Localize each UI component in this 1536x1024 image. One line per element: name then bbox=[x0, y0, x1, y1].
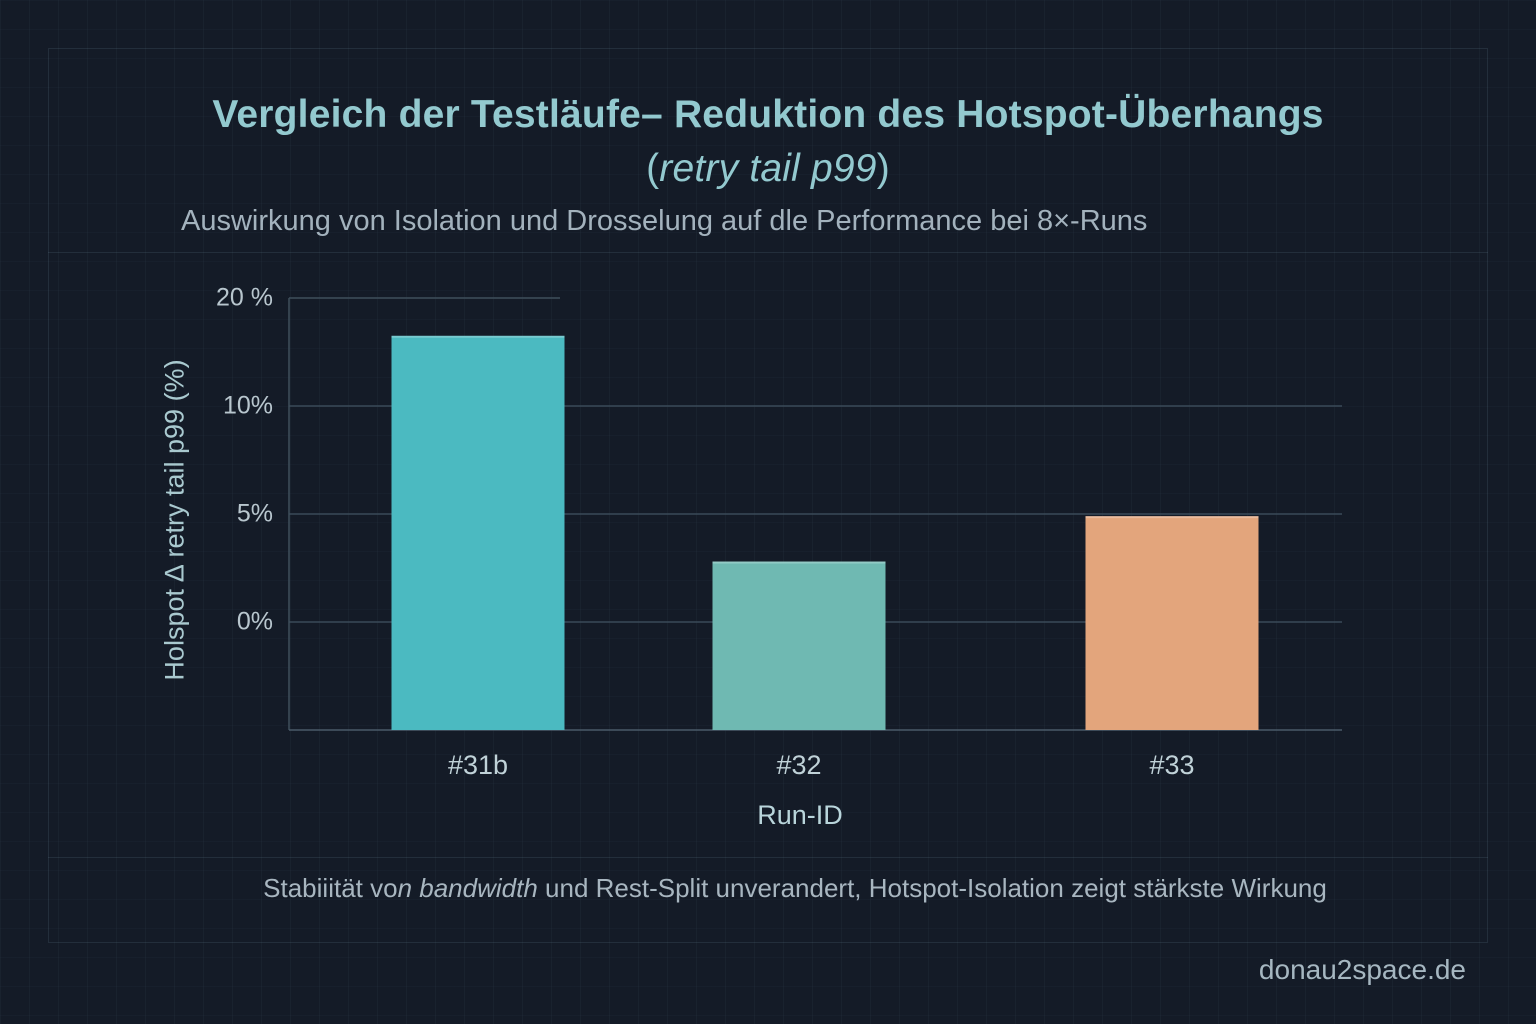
bar-run-31b bbox=[391, 335, 565, 730]
x-tick-label: #31b bbox=[447, 750, 509, 780]
y-tick-label: 5% bbox=[236, 499, 273, 528]
footnote-italic: n bandwidth bbox=[397, 873, 538, 903]
footnote-pre: Stabiiität vo bbox=[263, 873, 398, 903]
chart-panel bbox=[48, 48, 1488, 943]
footer-divider bbox=[48, 857, 1488, 858]
x-tick-label: #32 bbox=[776, 750, 822, 780]
header-divider bbox=[48, 252, 1488, 253]
y-axis-label: Holspot ∆ retry tail p99 (%) bbox=[159, 359, 190, 681]
brand-link[interactable]: donau2space.de bbox=[1258, 954, 1466, 985]
chart-title: Vergleich der Testläufe– Reduktion des H… bbox=[212, 93, 1324, 136]
y-tick-label: 10% bbox=[222, 391, 273, 420]
chart-subtitle: Auswirkung von Isolation und Drosselung … bbox=[181, 205, 1148, 237]
y-tick-label: 20 % bbox=[216, 283, 273, 312]
title-metric: retry tail p99 bbox=[659, 147, 877, 190]
x-tick-label: #33 bbox=[1149, 750, 1195, 780]
y-tick-label: 0% bbox=[236, 607, 273, 636]
chart-title-line2: (retry tail p99) bbox=[0, 147, 1536, 191]
footnote: Stabiiität von bandwidth und Rest-Split … bbox=[0, 873, 1536, 904]
title-paren-close: ) bbox=[876, 147, 890, 190]
bar-run-32 bbox=[712, 561, 886, 730]
title-paren-open: ( bbox=[646, 147, 660, 190]
bar-run-33 bbox=[1085, 516, 1259, 730]
x-axis-label: Run-ID bbox=[757, 800, 843, 830]
footnote-post: und Rest-Split unverandert, Hotspot-Isol… bbox=[537, 873, 1327, 903]
